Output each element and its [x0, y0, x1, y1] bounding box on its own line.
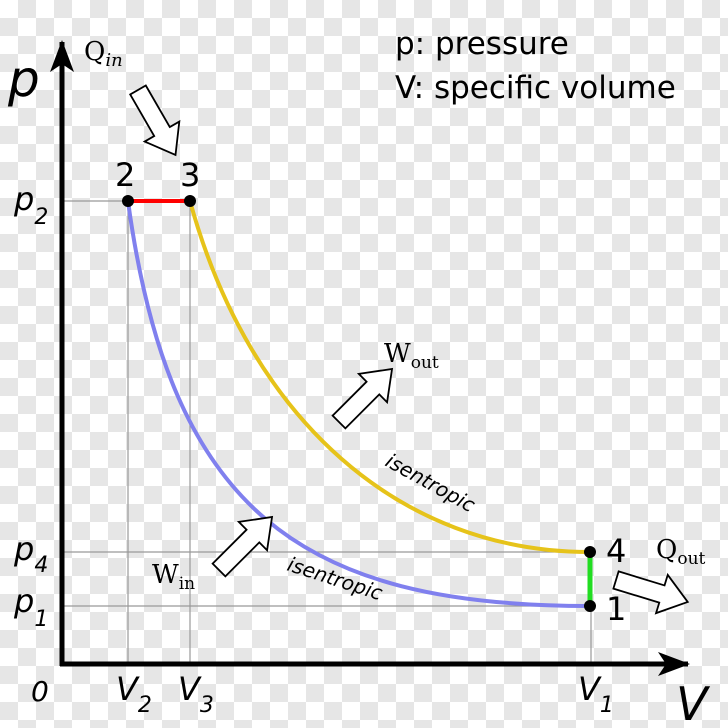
tick-p4: p4 — [13, 530, 48, 578]
tick-p2: p2 — [13, 180, 48, 230]
axes — [59, 42, 688, 667]
volume-axis-arrowhead — [658, 652, 690, 676]
legend-specific-volume: V: specific volume — [395, 70, 676, 106]
work-in-arrow-icon — [211, 515, 274, 578]
tick-v3: V3 — [178, 670, 214, 718]
pressure-axis-arrowhead — [50, 40, 74, 72]
tick-v1: V1 — [578, 670, 614, 718]
work-out-arrow-icon — [331, 367, 394, 430]
tick-v2: V2 — [116, 670, 152, 718]
state-label-3: 3 — [180, 156, 200, 194]
heat-out-label: Qout — [656, 535, 706, 569]
compression-process-label: isentropic — [284, 552, 385, 605]
isentropic-expansion-curve — [188, 200, 591, 554]
state-point-2 — [122, 195, 134, 207]
legend-pressure: p: pressure — [395, 26, 569, 62]
state-point-4 — [584, 546, 596, 558]
state-point-3 — [184, 195, 196, 207]
work-in-label: Win — [152, 560, 195, 594]
volume-axis-label: V — [676, 677, 711, 728]
state-label-2: 2 — [115, 156, 135, 194]
heat-out-arrow-icon — [612, 570, 690, 615]
expansion-process-label: isentropic — [382, 448, 480, 517]
origin-label: 0 — [31, 675, 49, 708]
state-point-1 — [584, 600, 596, 612]
heat-in-arrow-icon — [128, 84, 181, 157]
pressure-axis-label: p — [7, 50, 40, 108]
work-out-label: Wout — [384, 339, 439, 373]
heat-in-label: Qin — [84, 37, 123, 71]
tick-p1: p1 — [13, 582, 48, 632]
state-label-4: 4 — [606, 532, 626, 570]
state-label-1: 1 — [606, 590, 626, 628]
